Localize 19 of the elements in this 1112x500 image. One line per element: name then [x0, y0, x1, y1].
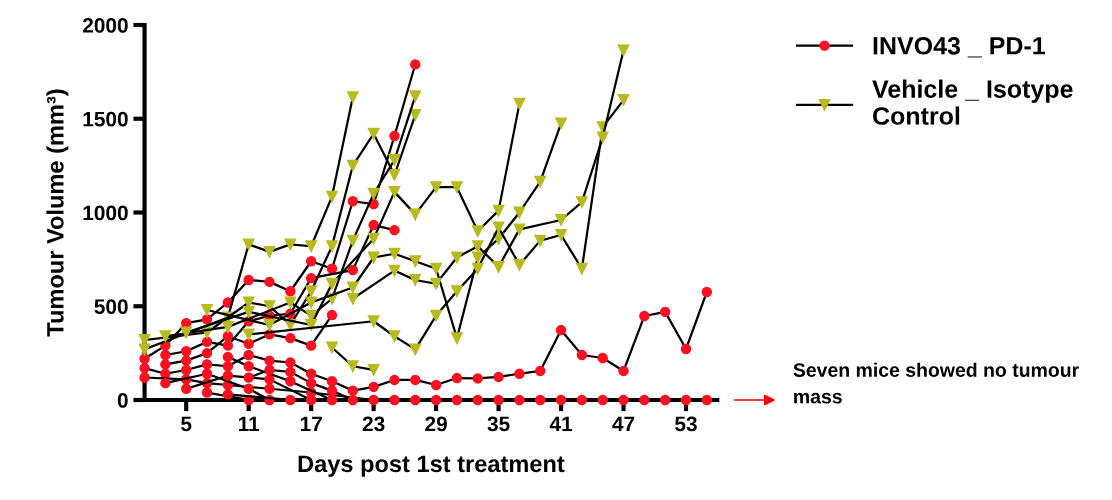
x-tick-label: 11	[238, 416, 260, 432]
x-tick-label: 35	[487, 416, 510, 432]
y-tick-label: 500	[94, 299, 128, 314]
text: Seven mice showed no tumour mass	[793, 362, 1079, 404]
x-tick-label: 5	[181, 416, 192, 432]
x-tick-label: 47	[612, 416, 635, 432]
y-tick-label: 0	[117, 393, 128, 408]
y-tick-label: 1500	[83, 111, 128, 127]
x-tick-label: 29	[425, 416, 447, 432]
x-axis-title: Days post 1st treatment	[298, 455, 565, 477]
x-tick-label: 53	[675, 416, 697, 432]
y-axis-title: Tumour Volume (mm³)	[46, 89, 69, 337]
x-tick-label: 23	[362, 416, 385, 432]
legend-label: Vehicle _ Isotype Control	[872, 79, 1073, 125]
x-tick-label: 17	[300, 416, 322, 432]
x-tick-label: 41	[549, 416, 573, 432]
y-tick-label: 2000	[82, 18, 128, 33]
legend-label: INVO43 _ PD-1	[873, 36, 1045, 58]
y-tick-label: 1000	[83, 205, 128, 221]
